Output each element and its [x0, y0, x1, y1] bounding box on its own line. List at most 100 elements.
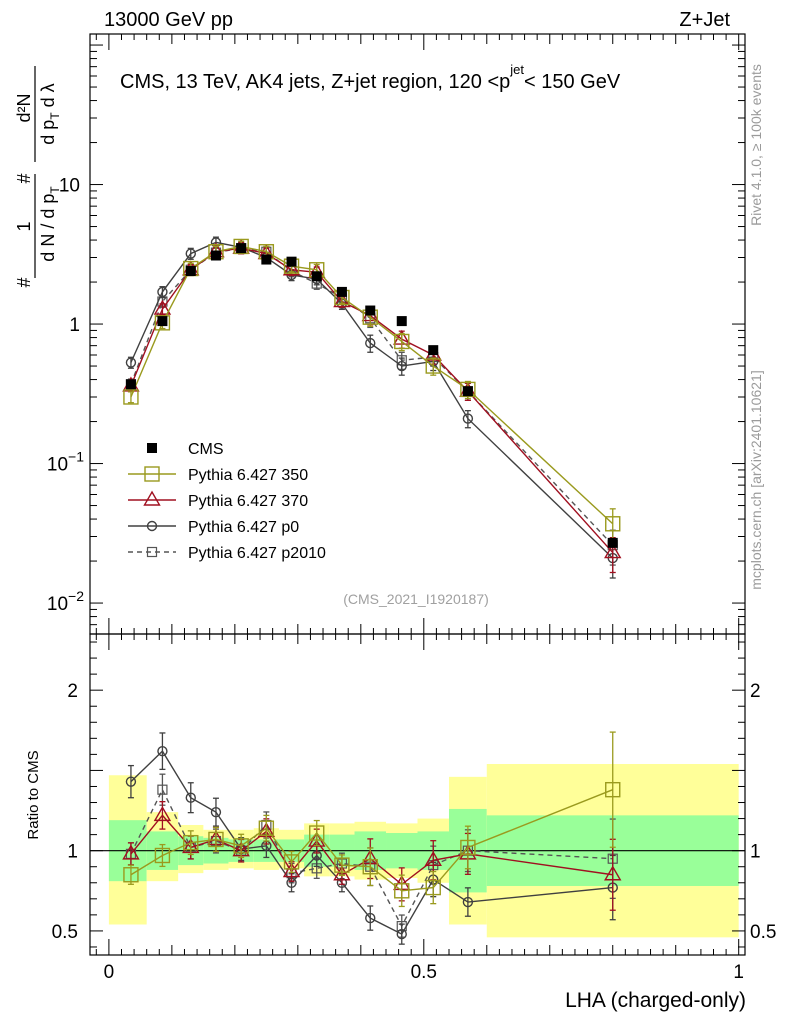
- main-y-axis-label: # 1 # d²N d N / d pT d pT d λ: [14, 66, 62, 288]
- main-y-tick-label: 10−1: [47, 449, 84, 476]
- mcplots-credit-text: mcplots.cern.ch [arXiv:2401.10621]: [748, 370, 764, 589]
- point-p350: [425, 358, 441, 374]
- svg-text:d pT d λ: d pT d λ: [38, 83, 62, 144]
- rivet-version-text: Rivet 4.1.0, ≥ 100k events: [748, 64, 764, 226]
- legend-label-p370: Pythia 6.427 370: [188, 493, 308, 510]
- ratio-point-p350: [258, 820, 275, 836]
- point-p370: [604, 543, 622, 559]
- point-p370: [153, 299, 172, 315]
- ratio-point-p350: [183, 834, 199, 851]
- x-tick-label: 0.5: [411, 962, 437, 983]
- main-series: [122, 236, 622, 579]
- legend-label-p0: Pythia 6.427 p0: [188, 519, 299, 536]
- point-p350: [394, 333, 410, 350]
- plot-title: CMS, 13 TeV, AK4 jets, Z+jet region, 120…: [120, 62, 621, 93]
- point-cms: [185, 266, 196, 277]
- series-line-p0: [130, 241, 614, 559]
- ratio-point-p350: [605, 781, 621, 798]
- ratio-point-p350: [283, 854, 300, 870]
- ratio-point-p350: [362, 859, 378, 875]
- ratio-point-p0: [210, 806, 222, 818]
- ratio-point-p370: [424, 850, 442, 867]
- legend-marker-p2010: [146, 546, 158, 558]
- point-cms: [336, 286, 347, 297]
- point-cms: [462, 386, 473, 397]
- point-cms: [396, 316, 407, 327]
- ratio-point-p350: [460, 839, 476, 856]
- ratio-frame: [89, 633, 746, 956]
- header-left: 13000 GeV pp: [104, 9, 233, 31]
- point-p350: [460, 381, 476, 398]
- point-p0: [157, 286, 168, 298]
- main-y-tick-label: 10−2: [47, 588, 84, 615]
- ratio-point-p0: [396, 928, 407, 940]
- legend-marker-p370: [143, 490, 161, 506]
- ratio-y-tick-label-right: 1: [750, 842, 761, 863]
- point-p350: [154, 315, 171, 331]
- point-p0: [125, 357, 137, 368]
- ratio-point-p370: [153, 805, 172, 822]
- point-cms: [365, 305, 376, 316]
- point-p0: [396, 360, 407, 372]
- ratio-point-p350: [425, 879, 441, 896]
- ratio-point-p350: [154, 847, 171, 864]
- axis-ticks: [90, 34, 745, 955]
- ratio-line-p2010: [130, 788, 613, 928]
- ratio-point-p350: [233, 838, 249, 854]
- main-y-tick-label: 1: [69, 315, 80, 336]
- ratio-point-p350: [394, 883, 410, 899]
- axis-tick-labels: 10−2 10−1 1 10 0.5 0.5 1 1 2 2 0 0.5 1: [47, 176, 777, 983]
- ratio-point-p0: [365, 912, 376, 924]
- ratio-series: [122, 731, 622, 945]
- ratio-point-p0: [157, 745, 168, 757]
- point-cms: [261, 254, 272, 265]
- point-p350: [233, 238, 249, 255]
- point-p0: [185, 248, 196, 259]
- analysis-watermark: (CMS_2021_I1920187): [343, 591, 489, 607]
- legend-marker-cms: [147, 443, 157, 453]
- ratio-y-tick-label: 1: [67, 842, 78, 863]
- header-right: Z+Jet: [679, 9, 730, 31]
- point-p0: [462, 413, 474, 424]
- legend-label-cms: CMS: [188, 441, 224, 458]
- point-cms: [428, 345, 439, 356]
- ratio-point-p0: [185, 792, 196, 803]
- ratio-point-p370: [604, 865, 622, 881]
- main-frame: [89, 33, 746, 635]
- x-tick-label: 0: [104, 962, 115, 983]
- ratio-point-p0: [125, 776, 137, 787]
- ratio-point-p350: [334, 857, 350, 873]
- point-p0: [365, 337, 376, 349]
- panel-frames: [89, 33, 746, 956]
- x-axis-label: LHA (charged-only): [565, 989, 746, 1012]
- ratio-point-p350: [123, 867, 139, 883]
- ratio-point-p350: [309, 825, 325, 841]
- ratio-line-p350: [130, 789, 613, 892]
- x-tick-label: 1: [733, 962, 744, 983]
- ratio-y-tick-label: 0.5: [52, 922, 78, 943]
- legend-marker-p0: [146, 520, 158, 532]
- ratio-point-p370: [122, 844, 140, 860]
- ratio-point-p0: [462, 896, 474, 908]
- series-line-p350: [130, 245, 614, 525]
- ratio-point-p370: [282, 862, 301, 878]
- point-cms: [157, 316, 168, 327]
- point-cms: [311, 271, 322, 282]
- ratio-y-axis-label: Ratio to CMS: [25, 750, 42, 839]
- legend-label-p2010: Pythia 6.427 p2010: [188, 545, 326, 562]
- main-y-tick-label: 10: [59, 176, 80, 197]
- legend: CMS Pythia 6.427 350 Pythia 6.427 370 Pythi…: [128, 441, 326, 562]
- svg-text:# 1 # d²N: # 1 # d²N: [14, 93, 34, 287]
- point-p370: [282, 260, 301, 276]
- point-p350: [605, 516, 621, 532]
- ratio-y-tick-label-right: 0.5: [750, 922, 776, 943]
- ratio-point-p350: [208, 831, 224, 848]
- ratio-point-p2010: [157, 784, 168, 795]
- legend-marker-p350: [144, 466, 160, 482]
- svg-text:d N / d pT: d N / d pT: [38, 186, 62, 262]
- point-cms: [236, 243, 247, 254]
- legend-label-p350: Pythia 6.427 350: [188, 467, 308, 484]
- point-cms: [210, 250, 221, 261]
